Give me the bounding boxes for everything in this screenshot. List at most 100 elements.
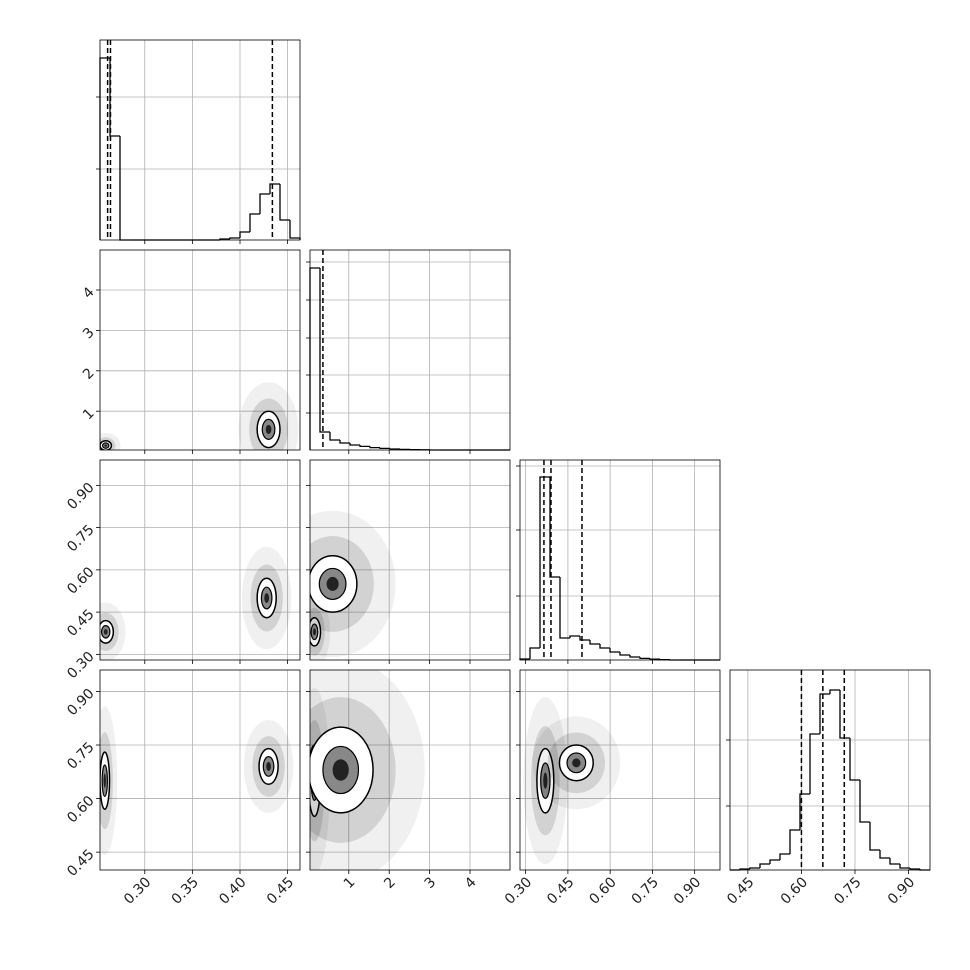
hist-bin [789,829,800,854]
hist-bin [779,853,790,860]
hist-bin [839,690,850,739]
density-peak [312,628,316,636]
hist-bin [239,231,250,238]
hist-bin [829,689,840,694]
density-peak [264,593,270,603]
panel-frame [309,459,511,661]
x-tick-label: 0.45 [724,874,757,907]
y-tick-label: 0.45 [64,606,97,639]
hist-bin [599,644,610,649]
x-tick-label: 1 [341,874,359,892]
hist-bin [279,184,290,221]
hist-bin [889,858,900,865]
hist-bin [899,864,910,869]
hist-bin [569,635,580,638]
y-tick-label: 3 [80,325,98,343]
y-tick-label: 1 [80,406,98,424]
hist-bin [289,220,301,240]
hist-bin [259,193,270,214]
hist-bin [859,780,870,823]
hist-bin [539,476,550,648]
panel-frame [729,669,931,871]
y-tick-label: 0.60 [64,564,97,597]
hist-bin [389,448,400,450]
density-peak [265,424,272,434]
hist-bin [799,793,810,830]
density-peak [543,772,548,789]
x-tick-label: 0.90 [671,874,704,907]
panel-frame [309,249,511,451]
hist-bin [759,863,770,868]
hist-bin [349,443,360,446]
x-tick-label: 0.90 [885,874,918,907]
hist-bin [579,636,590,641]
y-tick-label: 0.75 [64,739,97,772]
hist-bin [589,640,600,645]
density [100,382,299,450]
hist-bin [639,657,650,660]
hist-bin [749,867,760,869]
y-tick-label: 0.30 [64,649,97,682]
panel-frame [99,459,301,661]
x-tick-label: 0.60 [778,874,811,907]
density-peak [103,629,108,635]
density [310,510,396,660]
density-peak [572,758,581,768]
y-tick-label: 0.75 [64,522,97,555]
hist-bin [529,647,540,659]
density [100,546,292,660]
density [523,697,621,865]
density-peak [332,759,349,781]
density-peak [104,444,108,447]
hist-bin [559,577,570,639]
y-tick-label: 0.90 [64,686,97,719]
panel-frame [519,459,721,661]
density-peak [266,761,271,771]
hist-bin [819,693,830,734]
hist-bin [309,267,320,450]
hist-bin [629,655,640,658]
hist-bin [549,477,560,578]
y-tick-label: 0.90 [64,480,97,513]
hist-bin [369,446,380,449]
y-tick-label: 0.60 [64,793,97,826]
y-tick-label: 4 [80,284,98,302]
hist-bin [339,440,350,444]
hist-bin [359,445,370,448]
hist-bin [319,268,330,433]
panel-frame [309,669,511,871]
x-tick-label: 2 [381,874,399,892]
x-tick-label: 3 [422,874,440,892]
y-tick-label: 2 [80,365,98,383]
hist-bin [379,447,390,450]
density-peak [103,773,106,788]
hist-bin [879,850,890,859]
hist-bin [769,859,780,864]
x-tick-label: 0.45 [264,874,297,907]
density [100,706,294,855]
x-tick-label: 4 [462,874,480,892]
x-tick-label: 0.75 [831,874,864,907]
y-tick-label: 0.45 [64,846,97,879]
hist-bin [249,213,260,232]
hist-bin [909,868,920,870]
panel-frame [99,249,301,451]
panel-frame [99,669,301,871]
x-tick-label: 0.30 [502,874,535,907]
hist-bin [849,738,860,781]
hist-bin [229,237,240,239]
hist-bin [619,652,630,656]
x-tick-label: 0.60 [586,874,619,907]
hist-bin [269,183,280,194]
hist-bin [609,648,620,653]
x-tick-label: 0.35 [169,874,202,907]
hist-bin [119,136,130,241]
hist-bin [869,822,880,851]
hist-bin [809,733,820,794]
x-tick-label: 0.40 [216,874,249,907]
hist-bin [649,658,660,660]
panel-frame [99,39,301,241]
density-peak [326,576,339,591]
x-tick-label: 0.45 [544,874,577,907]
